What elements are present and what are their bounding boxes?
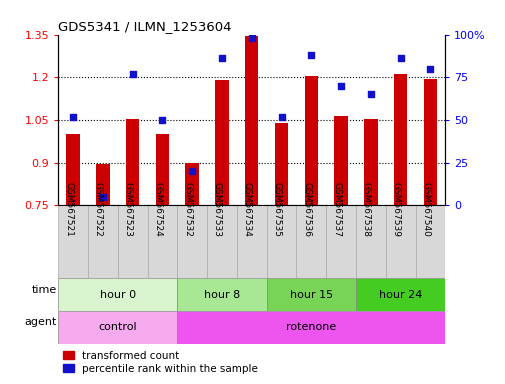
Point — [366, 91, 374, 98]
Point — [98, 194, 107, 200]
Text: GSM567540: GSM567540 — [421, 182, 430, 237]
Bar — [96, 164, 110, 205]
Bar — [266, 278, 355, 311]
Point — [396, 55, 404, 61]
Bar — [177, 278, 266, 311]
Text: GSM567539: GSM567539 — [391, 182, 400, 237]
Text: agent: agent — [24, 318, 57, 328]
Text: GSM567533: GSM567533 — [213, 182, 222, 237]
Bar — [415, 205, 444, 278]
Bar — [156, 134, 169, 205]
Bar — [364, 119, 377, 205]
Point — [69, 114, 77, 120]
Text: GSM567521: GSM567521 — [64, 182, 73, 237]
Bar — [58, 278, 177, 311]
Bar — [185, 163, 198, 205]
Text: time: time — [31, 285, 57, 295]
Text: rotenone: rotenone — [286, 322, 336, 333]
Text: GSM567538: GSM567538 — [361, 182, 370, 237]
Text: hour 15: hour 15 — [289, 290, 332, 300]
Bar — [177, 205, 207, 278]
Bar — [215, 80, 228, 205]
Text: GSM567535: GSM567535 — [272, 182, 281, 237]
Legend: transformed count, percentile rank within the sample: transformed count, percentile rank withi… — [63, 351, 258, 374]
Text: GSM567522: GSM567522 — [93, 182, 103, 237]
Bar — [304, 76, 317, 205]
Text: GSM567537: GSM567537 — [331, 182, 340, 237]
Point — [247, 35, 256, 41]
Bar — [326, 205, 355, 278]
Bar — [385, 205, 415, 278]
Bar — [118, 205, 147, 278]
Bar — [423, 79, 436, 205]
Bar — [58, 311, 177, 344]
Text: GSM567532: GSM567532 — [183, 182, 192, 237]
Point — [336, 83, 344, 89]
Bar — [207, 205, 236, 278]
Point — [426, 66, 434, 72]
Bar — [274, 123, 288, 205]
Bar — [177, 311, 444, 344]
Text: hour 0: hour 0 — [99, 290, 135, 300]
Bar — [147, 205, 177, 278]
Text: GDS5341 / ILMN_1253604: GDS5341 / ILMN_1253604 — [58, 20, 231, 33]
Bar — [266, 205, 296, 278]
Text: GSM567523: GSM567523 — [123, 182, 132, 237]
Text: hour 24: hour 24 — [378, 290, 422, 300]
Bar — [355, 278, 444, 311]
Bar — [334, 116, 347, 205]
Bar — [236, 205, 266, 278]
Point — [128, 71, 136, 77]
Point — [277, 114, 285, 120]
Point — [218, 55, 226, 61]
Bar — [296, 205, 326, 278]
Bar — [355, 205, 385, 278]
Bar — [126, 119, 139, 205]
Point — [158, 117, 166, 123]
Text: GSM567524: GSM567524 — [153, 182, 162, 237]
Bar — [88, 205, 118, 278]
Text: control: control — [98, 322, 137, 333]
Point — [188, 168, 196, 174]
Point — [307, 52, 315, 58]
Text: GSM567536: GSM567536 — [301, 182, 311, 237]
Bar — [58, 205, 88, 278]
Text: GSM567534: GSM567534 — [242, 182, 251, 237]
Bar — [244, 36, 258, 205]
Bar — [393, 74, 407, 205]
Text: hour 8: hour 8 — [204, 290, 239, 300]
Bar — [66, 134, 80, 205]
